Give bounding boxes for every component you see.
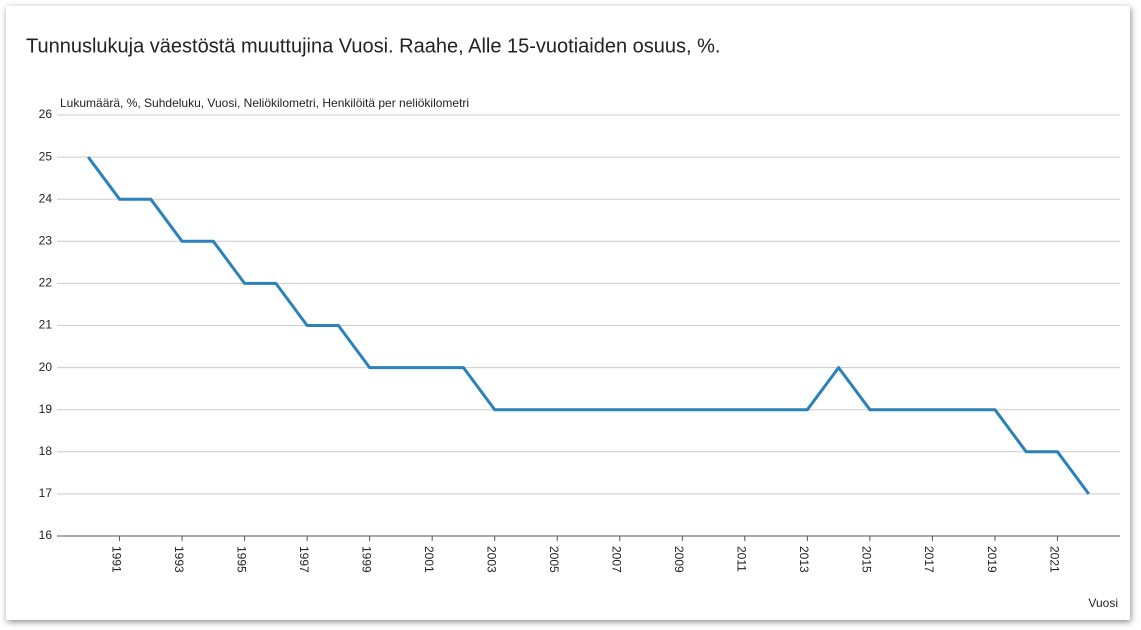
- x-tick-label: 2005: [547, 546, 561, 573]
- y-tick-label: 24: [39, 191, 53, 205]
- x-tick-label: 1991: [109, 546, 123, 573]
- y-tick-label: 22: [39, 276, 53, 290]
- y-tick-label: 25: [39, 149, 53, 163]
- x-tick-label: 2019: [985, 546, 999, 573]
- y-tick-label: 21: [39, 318, 53, 332]
- x-tick-label: 2013: [797, 546, 811, 573]
- y-tick-label: 18: [39, 444, 53, 458]
- x-tick-label: 1993: [172, 546, 186, 573]
- x-tick-label: 2015: [860, 546, 874, 573]
- x-tick-label: 1997: [297, 546, 311, 573]
- x-tick-label: 2011: [735, 546, 749, 572]
- y-tick-label: 20: [39, 360, 53, 374]
- x-tick-label: 2007: [610, 546, 624, 573]
- x-axis-label: Vuosi: [1088, 596, 1118, 610]
- x-tick-label: 1999: [359, 546, 373, 573]
- y-tick-label: 17: [39, 486, 53, 500]
- data-line: [87, 156, 1090, 495]
- y-tick-label: 26: [39, 107, 53, 121]
- y-axis-label: Lukumäärä, %, Suhdeluku, Vuosi, Neliökil…: [60, 96, 469, 110]
- chart-title: Tunnuslukuja väestöstä muuttujina Vuosi.…: [26, 35, 721, 57]
- y-tick-label: 16: [39, 528, 53, 542]
- x-tick-label: 2021: [1047, 546, 1061, 573]
- y-tick-label: 23: [39, 233, 53, 247]
- y-tick-label: 19: [39, 402, 53, 416]
- x-tick-label: 1995: [234, 546, 248, 573]
- x-tick-label: 2001: [422, 546, 436, 573]
- x-tick-label: 2003: [485, 546, 499, 573]
- x-tick-label: 2017: [922, 546, 936, 573]
- x-tick-label: 2009: [672, 546, 686, 573]
- chart-card: [6, 6, 1130, 620]
